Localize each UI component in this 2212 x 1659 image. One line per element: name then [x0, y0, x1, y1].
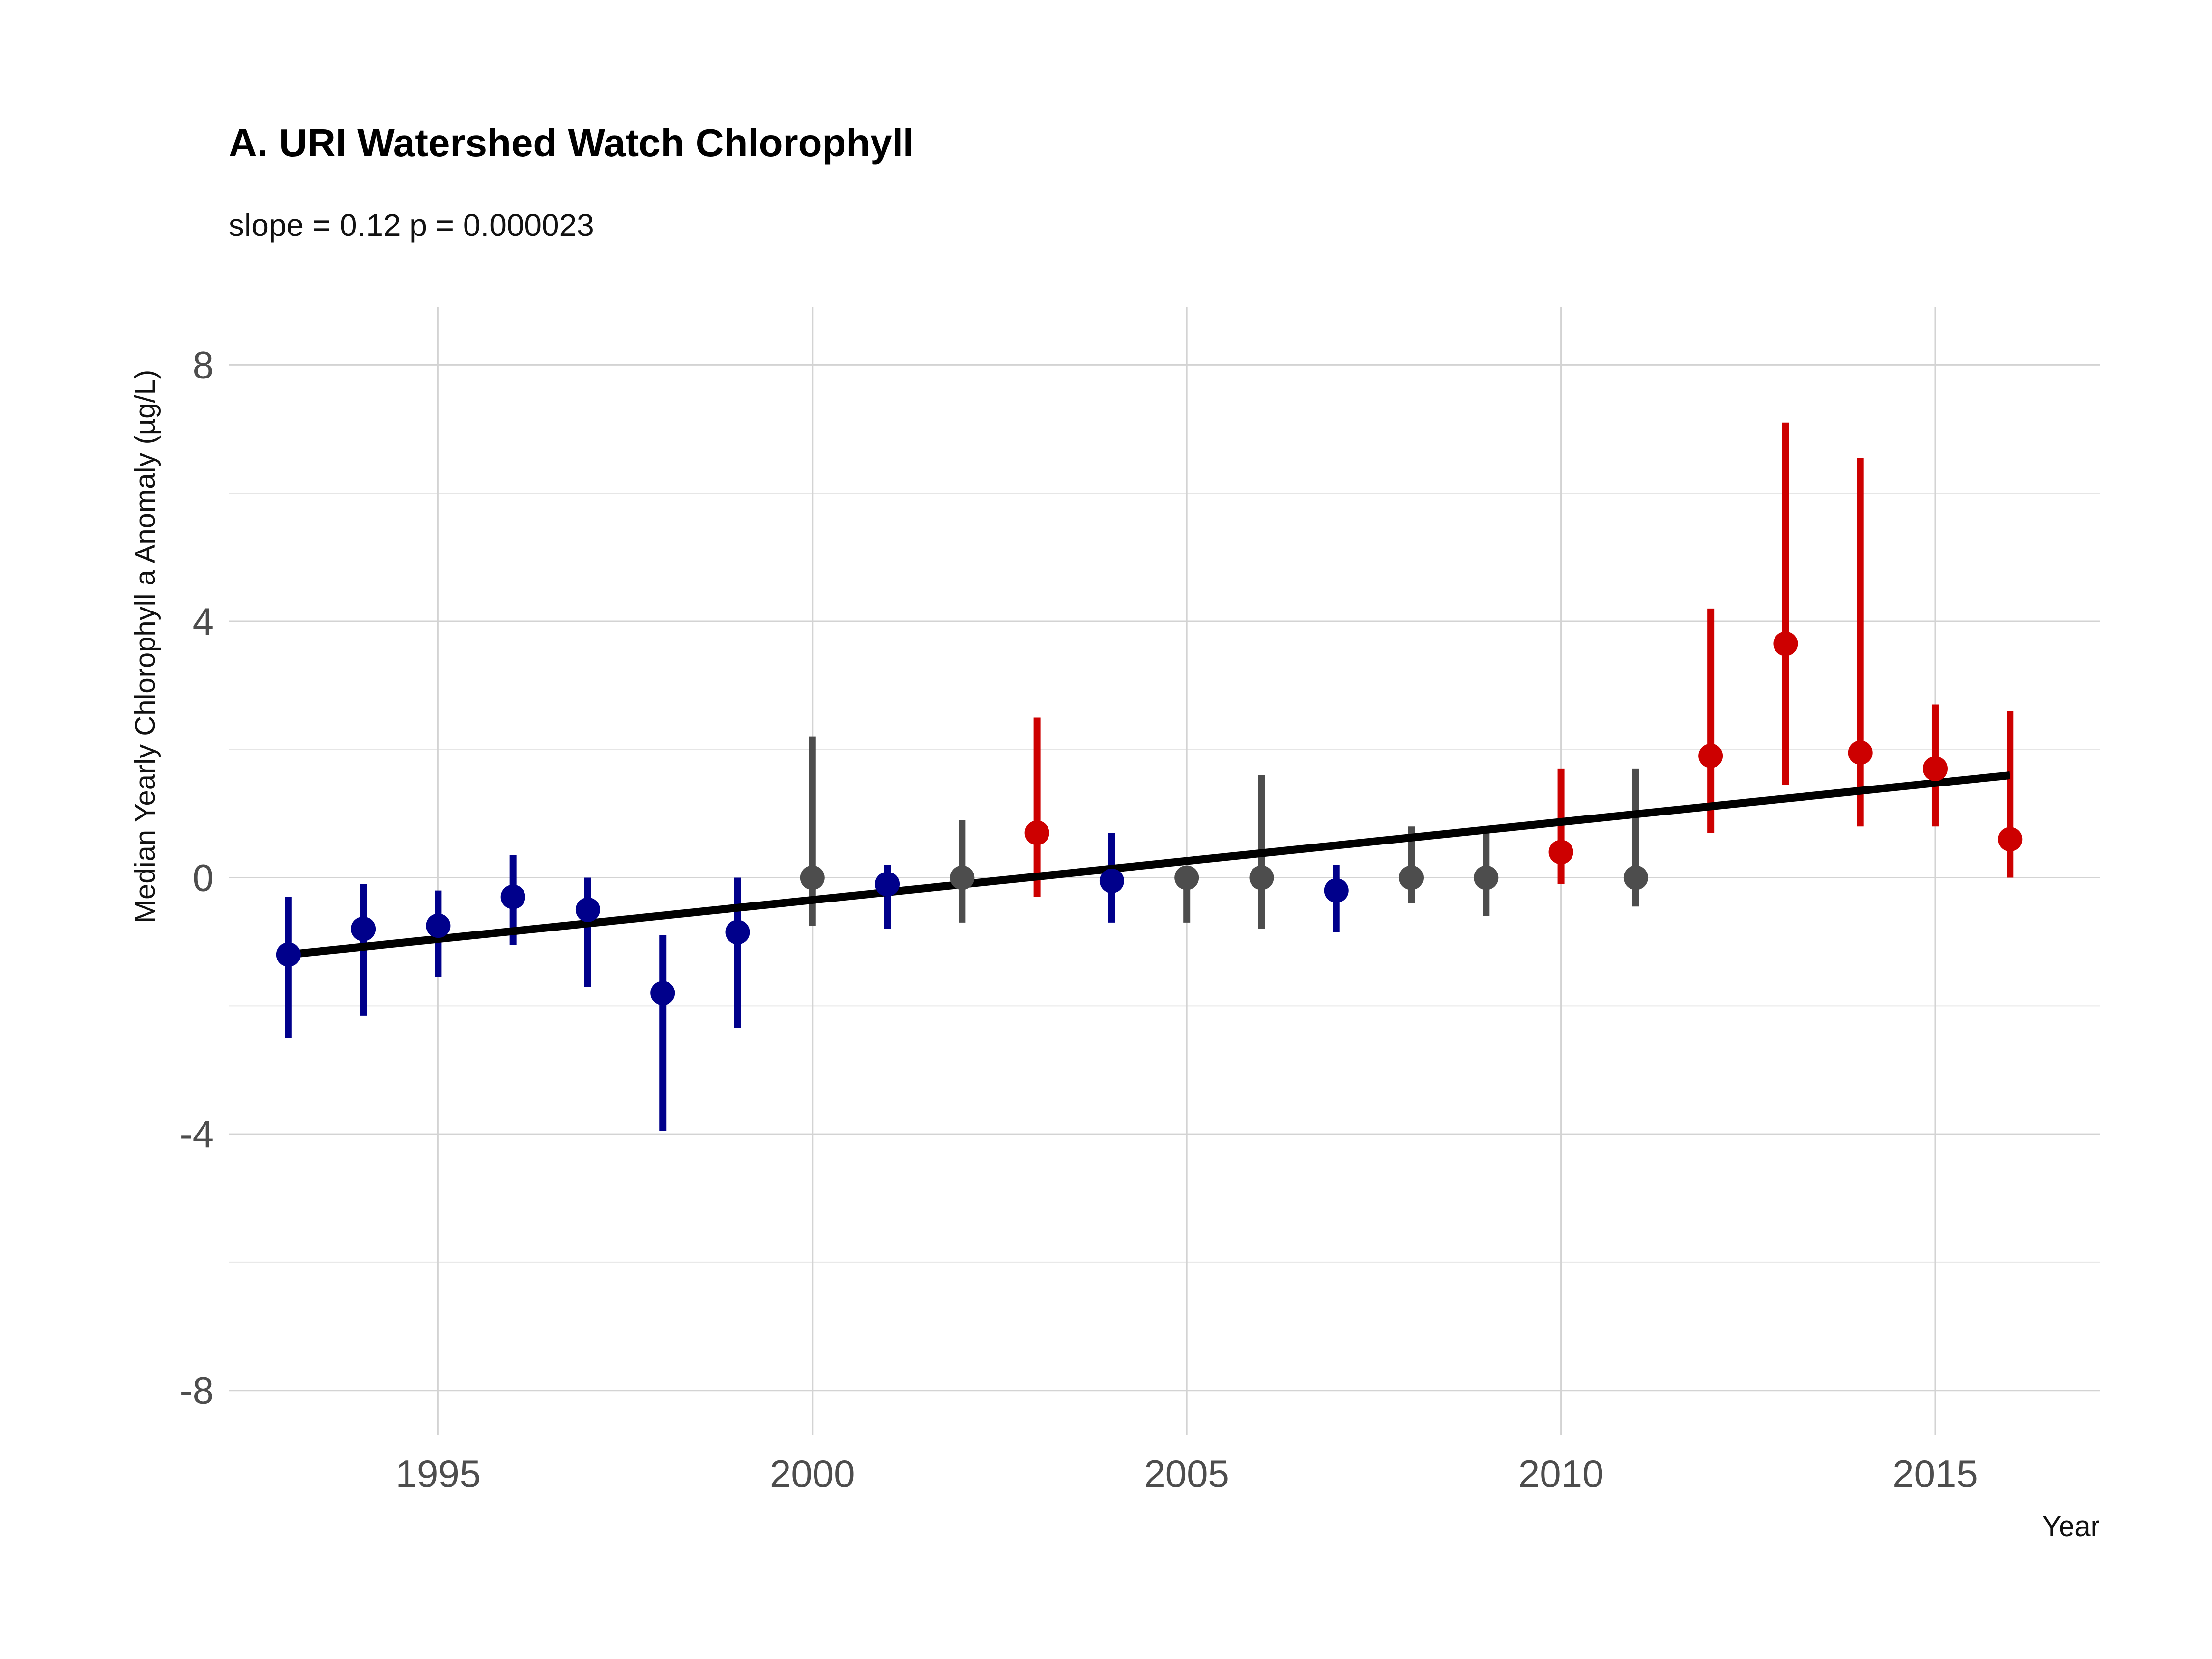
data-point: [351, 916, 376, 941]
data-point: [1399, 865, 1424, 890]
data-point: [1698, 743, 1723, 768]
y-tick-label: 4: [193, 600, 214, 643]
data-point: [1249, 865, 1274, 890]
tick-labels: 1995 2000 2005 2010 2015 -8 -4 0 4 8: [180, 343, 1978, 1495]
data-point: [950, 865, 975, 890]
x-axis-label: Year: [2042, 1511, 2100, 1543]
data-point: [575, 897, 600, 922]
data-point: [1324, 878, 1349, 903]
data-point: [426, 913, 451, 938]
y-tick-label: 0: [193, 856, 214, 900]
data-point: [500, 884, 525, 909]
data-point: [1099, 869, 1124, 894]
x-tick-label: 2005: [1144, 1452, 1229, 1495]
data-point: [1922, 756, 1948, 781]
data-point: [1623, 865, 1648, 890]
trend-line-group: [288, 771, 2011, 959]
data-point: [1024, 820, 1049, 845]
x-tick-label: 2010: [1518, 1452, 1604, 1495]
chart-title: A. URI Watershed Watch Chlorophyll: [229, 121, 914, 165]
x-tick-label: 1995: [396, 1452, 481, 1495]
data-point: [725, 920, 750, 945]
y-axis-label: Median Yearly Chlorophyll a Anomaly (µg/…: [129, 370, 161, 923]
data-point: [1773, 631, 1798, 656]
data-point: [1474, 865, 1499, 890]
x-tick-label: 2015: [1892, 1452, 1978, 1495]
data-point: [875, 872, 900, 897]
data-point: [1848, 740, 1873, 765]
y-tick-label: -4: [180, 1112, 214, 1156]
data-point: [800, 865, 825, 890]
chart-subtitle: slope = 0.12 p = 0.000023: [229, 207, 594, 243]
data-point: [276, 942, 301, 967]
data-point: [1998, 827, 2023, 852]
y-tick-label: 8: [193, 343, 214, 386]
y-tick-label: -8: [180, 1369, 214, 1412]
data-points: [276, 631, 2023, 1006]
data-point: [650, 981, 675, 1006]
data-point: [1548, 840, 1573, 865]
trend-line: [288, 771, 2011, 959]
x-tick-label: 2000: [770, 1452, 855, 1495]
data-point: [1174, 865, 1199, 890]
